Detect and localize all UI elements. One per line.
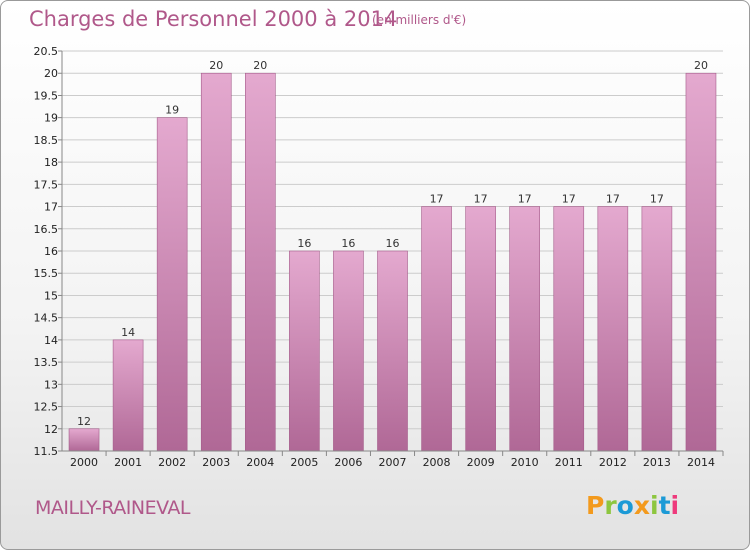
value-label: 16 [297, 237, 311, 250]
value-label: 17 [562, 193, 576, 206]
x-tick-label: 2012 [599, 456, 627, 469]
value-label: 16 [386, 237, 400, 250]
y-tick-label: 18 [44, 156, 58, 169]
y-tick-label: 14.5 [34, 312, 59, 325]
y-tick-label: 12 [44, 423, 58, 436]
x-tick-label: 2013 [643, 456, 671, 469]
bar-2008 [421, 206, 452, 452]
y-tick-label: 20 [44, 67, 58, 80]
x-tick-label: 2004 [246, 456, 274, 469]
logo-letter: t [658, 491, 671, 520]
value-label: 17 [474, 193, 488, 206]
value-label: 20 [209, 59, 223, 72]
value-label: 19 [165, 104, 179, 117]
bar-2012 [597, 206, 629, 452]
value-label: 12 [77, 415, 91, 428]
value-label: 17 [430, 193, 444, 206]
y-tick-label: 12.5 [34, 401, 59, 414]
bar-2006 [333, 250, 364, 452]
logo-letter: x [633, 491, 650, 520]
value-label: 20 [253, 59, 267, 72]
y-tick-label: 16 [44, 245, 58, 258]
y-tick-label: 17.5 [34, 178, 59, 191]
chart-subtitle: (en milliers d'€) [372, 13, 467, 27]
labels: 11.5 12 12.5 13 13.5 14 14.5 15 15.5 16 16.5 17 17.5… [34, 45, 715, 469]
logo-letter: P [586, 491, 605, 520]
bar-2010 [509, 206, 541, 452]
bar-2009 [465, 206, 496, 452]
x-tick-label: 2007 [379, 456, 407, 469]
x-tick-label: 2008 [423, 456, 451, 469]
bar-2013 [641, 206, 673, 452]
value-label: 16 [341, 237, 355, 250]
x-tick-label: 2014 [687, 456, 715, 469]
x-tick-label: 2001 [114, 456, 142, 469]
x-tick-label: 2005 [290, 456, 318, 469]
value-label: 17 [518, 193, 532, 206]
x-tick-label: 2011 [555, 456, 583, 469]
y-tick-label: 17 [44, 201, 58, 214]
y-tick-label: 19 [44, 112, 58, 125]
x-tick-label: 2000 [70, 456, 98, 469]
x-tick-label: 2009 [467, 456, 495, 469]
y-tick-label: 13.5 [34, 356, 59, 369]
y-tick-label: 19.5 [34, 89, 59, 102]
bars [68, 72, 717, 452]
bar-2011 [553, 206, 585, 452]
y-tick-label: 14 [44, 334, 58, 347]
value-label: 20 [694, 59, 708, 72]
bar-2004 [245, 72, 276, 452]
y-tick-label: 15 [44, 289, 58, 302]
value-label: 14 [121, 326, 135, 339]
x-tick-label: 2006 [334, 456, 362, 469]
y-tick-label: 16.5 [34, 223, 59, 236]
bar-2007 [377, 250, 408, 452]
proxiti-logo: Proxiti [586, 491, 679, 520]
bar-2014 [685, 72, 717, 452]
value-label: 17 [606, 193, 620, 206]
logo-letter: o [616, 491, 634, 520]
y-tick-label: 15.5 [34, 267, 59, 280]
logo-letter: r [604, 491, 617, 520]
axes [58, 50, 724, 456]
bar-2000 [68, 428, 100, 452]
bar-2001 [112, 339, 144, 452]
chart-title: Charges de Personnel 2000 à 2014 [29, 7, 398, 31]
y-tick-label: 11.5 [34, 445, 59, 458]
x-tick-label: 2003 [202, 456, 230, 469]
value-label: 17 [650, 193, 664, 206]
x-tick-label: 2010 [511, 456, 539, 469]
logo-letter: i [670, 491, 680, 520]
bar-2002 [156, 117, 188, 452]
location-name: MAILLY-RAINEVAL [35, 497, 190, 519]
bar-2003 [200, 72, 232, 452]
bar-2005 [289, 250, 320, 452]
y-tick-label: 20.5 [34, 45, 59, 58]
y-tick-label: 18.5 [34, 134, 59, 147]
logo-letter: i [650, 491, 659, 520]
x-tick-label: 2002 [158, 456, 186, 469]
y-tick-label: 13 [44, 378, 58, 391]
